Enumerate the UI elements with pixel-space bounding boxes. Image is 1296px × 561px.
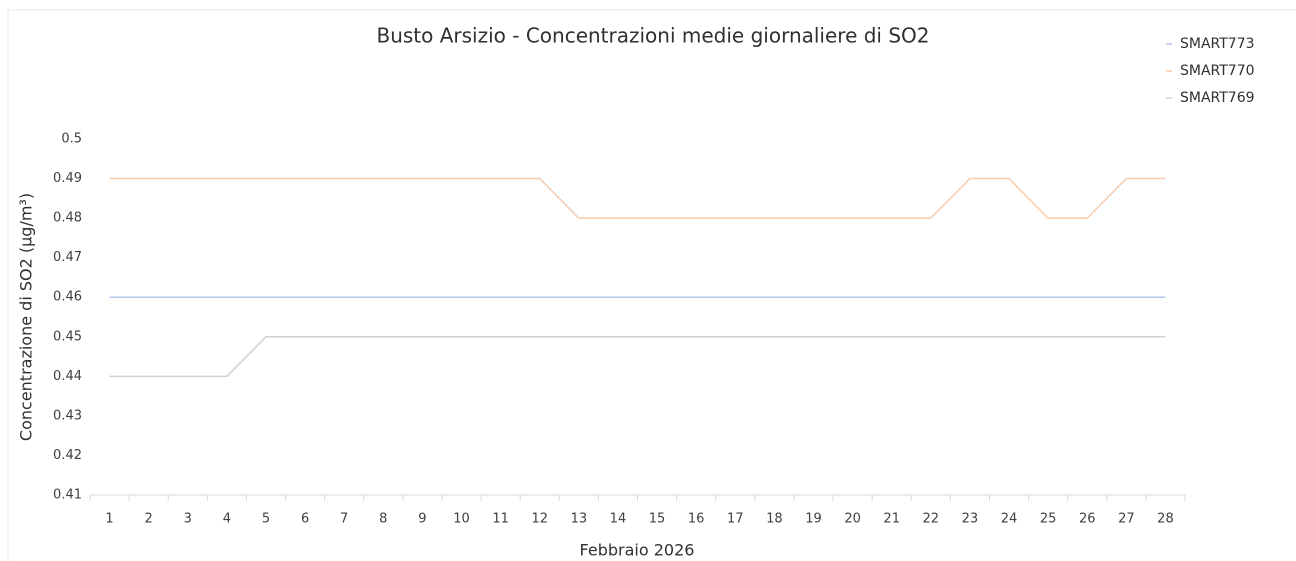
- y-tick-label: 0.46: [53, 290, 82, 305]
- x-tick-label: 28: [1157, 512, 1174, 527]
- x-tick-label: 14: [610, 512, 627, 527]
- legend-label: SMART769: [1180, 90, 1255, 106]
- x-axis-title: Febbraio 2026: [580, 541, 695, 560]
- y-tick-label: 0.45: [53, 329, 82, 344]
- x-tick-label: 18: [766, 512, 783, 527]
- legend-label: SMART773: [1180, 36, 1255, 52]
- x-tick-label: 4: [223, 512, 231, 527]
- x-tick-label: 10: [453, 512, 470, 527]
- x-tick-label: 25: [1040, 512, 1057, 527]
- x-tick-label: 24: [1001, 512, 1018, 527]
- y-tick-label: 0.43: [53, 408, 82, 423]
- x-tick-label: 22: [923, 512, 940, 527]
- series-line: [109, 177, 1166, 219]
- x-tick-label: 5: [262, 512, 270, 527]
- x-tick-label: 16: [688, 512, 705, 527]
- x-tick-label: 11: [492, 512, 509, 527]
- chart-title: Busto Arsizio - Concentrazioni medie gio…: [376, 24, 929, 48]
- x-tick-label: 3: [184, 512, 192, 527]
- y-tick-label: 0.5: [61, 132, 82, 147]
- legend-label: SMART770: [1180, 63, 1255, 79]
- y-tick-label: 0.48: [53, 211, 82, 226]
- y-tick-label: 0.49: [53, 171, 82, 186]
- x-tick-label: 17: [727, 512, 744, 527]
- x-tick-label: 27: [1118, 512, 1135, 527]
- y-tick-label: 0.47: [53, 250, 82, 265]
- y-tick-label: 0.41: [53, 488, 82, 503]
- x-tick-label: 1: [105, 512, 113, 527]
- x-tick-label: 7: [340, 512, 348, 527]
- x-tick-label: 8: [379, 512, 387, 527]
- x-tick-label: 6: [301, 512, 309, 527]
- x-tick-label: 23: [962, 512, 979, 527]
- x-tick-label: 26: [1079, 512, 1096, 527]
- x-tick-label: 12: [531, 512, 548, 527]
- series-line: [109, 336, 1166, 378]
- x-tick-label: 15: [649, 512, 666, 527]
- y-tick-label: 0.42: [53, 448, 82, 463]
- x-tick-label: 2: [145, 512, 153, 527]
- x-tick-label: 20: [844, 512, 861, 527]
- y-axis-title: Concentrazione di SO2 (µg/m³): [17, 193, 36, 441]
- x-tick-label: 21: [883, 512, 900, 527]
- x-tick-label: 13: [571, 512, 588, 527]
- y-tick-label: 0.44: [53, 369, 82, 384]
- x-tick-label: 9: [418, 512, 426, 527]
- x-tick-label: 19: [805, 512, 822, 527]
